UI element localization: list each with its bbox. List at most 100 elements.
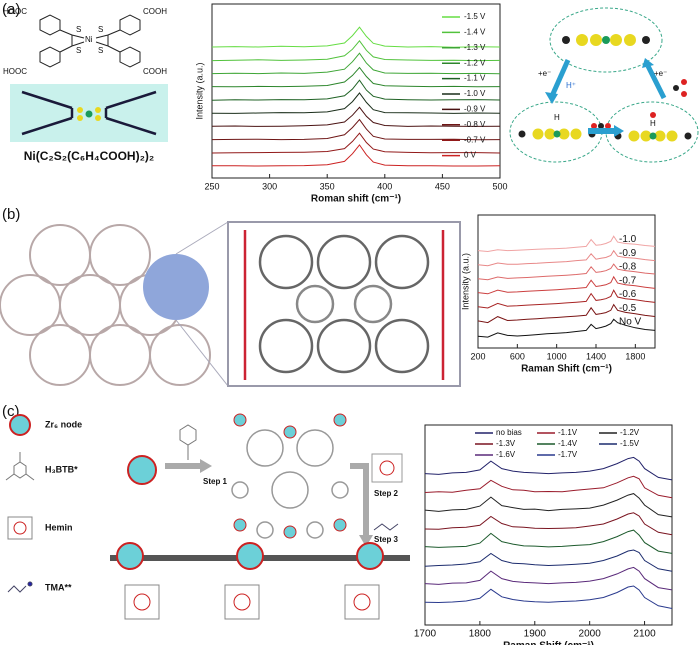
legend-label: -1.5V (620, 439, 640, 448)
legend-label: Zr₆ node (45, 419, 82, 429)
spectrum (424, 549, 673, 572)
spectrum (477, 289, 656, 309)
spectrum (211, 92, 501, 114)
legend-label: -1.2V (620, 428, 640, 437)
spectrum (424, 529, 673, 554)
series-label: -0.7 (619, 275, 637, 286)
ball-stick-model (21, 90, 157, 136)
y-axis-title: Intensity (a.u.) (194, 62, 204, 119)
plot-frame (211, 3, 501, 179)
group-label: HOOC (3, 7, 27, 16)
spectrum (477, 303, 656, 324)
series-label: -0.9 (619, 248, 637, 259)
legend-label: -1.3V (496, 439, 516, 448)
x-tick-label: 600 (510, 351, 525, 361)
series-label: -0.5 (619, 303, 637, 314)
plot-frame (424, 424, 673, 626)
x-tick-label: 1400 (586, 351, 606, 361)
spectrum (477, 318, 656, 338)
x-tick-label: 2000 (579, 629, 602, 640)
spectrum (212, 144, 501, 167)
spectrum (424, 585, 673, 609)
spectrum (211, 39, 501, 62)
panel-label: (a) (2, 1, 20, 18)
spectrum (211, 66, 501, 88)
legend-label: -1.7V (558, 450, 578, 459)
mechanism-molecules (518, 34, 692, 142)
x-axis-title: Raman Shift (cm⁻¹) (521, 364, 612, 375)
legend-label: -1.2 V (464, 58, 486, 67)
spectrum (477, 263, 656, 281)
legend-label: -1.6V (496, 450, 516, 459)
spectrum (424, 475, 673, 499)
step-label: Step 1 (203, 477, 228, 486)
spectrum (211, 118, 501, 141)
zoom-line (175, 319, 229, 387)
spectrum (211, 26, 501, 48)
x-tick-label: 1700 (414, 629, 437, 640)
spectrum (211, 132, 501, 154)
y-axis-title: Intensity (a.u.) (460, 253, 470, 310)
legend-label: -1.3 V (464, 43, 486, 52)
x-tick-label: 300 (262, 181, 277, 191)
spectrum (477, 275, 656, 295)
series-label: No V (619, 316, 642, 327)
x-axis-title: Raman Shift (cm⁻¹) (503, 641, 594, 645)
mechanism-label: H (554, 113, 560, 122)
mechanism-label: +e⁻ (538, 69, 551, 78)
legend-label: TMA** (45, 582, 72, 592)
legend-label: -1.5 V (464, 12, 486, 21)
atom-label: S (76, 46, 81, 55)
atom-label: Ni (85, 35, 93, 44)
group-label: COOH (143, 67, 167, 76)
x-tick-label: 350 (320, 181, 335, 191)
formula: Ni(C₂S₂(C₆H₄COOH)₂)₂ (24, 149, 154, 163)
molecule (39, 14, 141, 68)
mechanism-label: H (650, 119, 656, 128)
legend-label: -1.1V (558, 428, 578, 437)
group-label: COOH (143, 7, 167, 16)
spectrum (424, 456, 673, 481)
mechanism-label: +e⁻ (654, 69, 667, 78)
spectrum (424, 493, 673, 518)
zoom-line (175, 221, 229, 255)
x-tick-label: 400 (377, 181, 392, 191)
x-tick-label: 500 (492, 181, 507, 191)
legend-label: -0.9 V (464, 105, 486, 114)
x-tick-label: 1800 (469, 629, 492, 640)
series-label: -0.8 (619, 262, 637, 273)
atom-label: S (98, 25, 103, 34)
series-label: -0.6 (619, 289, 637, 300)
legend-label: -1.0 V (464, 89, 486, 98)
spectrum (211, 79, 501, 101)
legend-label: Hemin (45, 522, 73, 532)
highlight (143, 254, 209, 320)
legend-label: -0.8 V (464, 120, 486, 129)
spectrum (424, 566, 673, 591)
panel-label: (b) (2, 206, 20, 223)
legend-label: -1.4V (558, 439, 578, 448)
spectrum (477, 235, 656, 253)
x-tick-label: 1000 (547, 351, 567, 361)
x-tick-label: 1800 (625, 351, 645, 361)
x-tick-label: 250 (204, 181, 219, 191)
x-axis-title: Roman shift (cm⁻¹) (311, 194, 401, 205)
spectrum (477, 249, 656, 267)
legend-label: -1.1 V (464, 74, 486, 83)
x-tick-label: 450 (435, 181, 450, 191)
spectrum (424, 512, 673, 536)
zoom-box (227, 221, 461, 387)
plot-frame (477, 214, 656, 349)
step-label: Step 3 (374, 535, 399, 544)
group-label: HOOC (3, 67, 27, 76)
atom-label: S (98, 46, 103, 55)
mechanism-label: H⁺ (566, 81, 576, 90)
series-label: -1.0 (619, 234, 637, 245)
step-label: Step 2 (374, 489, 399, 498)
spectrum (211, 106, 501, 127)
legend-label: -0.7 V (464, 135, 486, 144)
atom-label: S (76, 25, 81, 34)
x-tick-label: 1900 (524, 629, 547, 640)
